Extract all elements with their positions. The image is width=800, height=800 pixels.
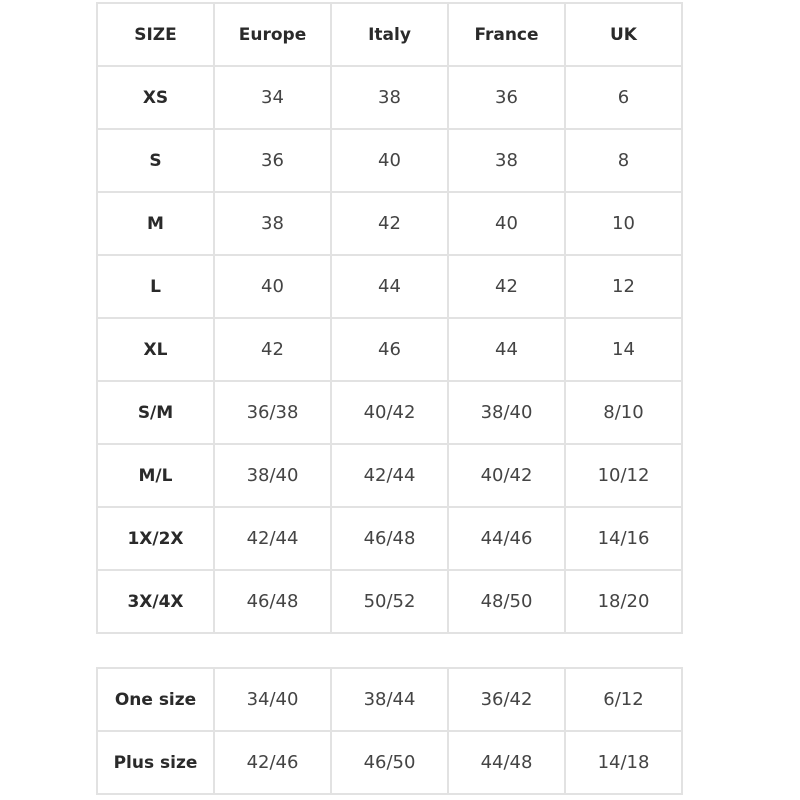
table-cell: 46/50 [330, 730, 449, 795]
column-header: Italy [330, 2, 449, 67]
one-plus-size-table: One size 34/40 38/44 36/42 6/12 Plus size 42/4… [96, 667, 683, 795]
table-cell: 36/38 [213, 380, 332, 445]
table-cell: 38 [330, 65, 449, 130]
table-cell: 36 [213, 128, 332, 193]
size-label-cell: SIZE [96, 2, 215, 67]
table-cell: 42 [330, 191, 449, 256]
table-cell: 44 [330, 254, 449, 319]
table-cell: 44/48 [447, 730, 566, 795]
column-header: Europe [213, 2, 332, 67]
table-cell: 44 [447, 317, 566, 382]
size-label-cell: M/L [96, 443, 215, 508]
table-cell: 38 [213, 191, 332, 256]
table-row: L 40 44 42 12 [96, 254, 683, 319]
table-cell: 40/42 [330, 380, 449, 445]
table-cell: 38 [447, 128, 566, 193]
table-cell: 34 [213, 65, 332, 130]
table-row: 1X/2X 42/44 46/48 44/46 14/16 [96, 506, 683, 571]
table-row: Plus size 42/46 46/50 44/48 14/18 [96, 730, 683, 795]
table-cell: 42 [213, 317, 332, 382]
table-cell: 10 [564, 191, 683, 256]
size-label-cell: XS [96, 65, 215, 130]
table-cell: 36 [447, 65, 566, 130]
table-cell: 8 [564, 128, 683, 193]
size-label-cell: S [96, 128, 215, 193]
table-cell: 14 [564, 317, 683, 382]
size-label-cell: L [96, 254, 215, 319]
size-label-cell: XL [96, 317, 215, 382]
table-cell: 6/12 [564, 667, 683, 732]
table-cell: 18/20 [564, 569, 683, 634]
table-cell: 10/12 [564, 443, 683, 508]
table-row: S/M 36/38 40/42 38/40 8/10 [96, 380, 683, 445]
table-row: 3X/4X 46/48 50/52 48/50 18/20 [96, 569, 683, 634]
table-cell: 46 [330, 317, 449, 382]
table-row: XL 42 46 44 14 [96, 317, 683, 382]
size-label-cell: One size [96, 667, 215, 732]
table-cell: 14/16 [564, 506, 683, 571]
table-cell: 40 [213, 254, 332, 319]
table-row: S 36 40 38 8 [96, 128, 683, 193]
table-row: One size 34/40 38/44 36/42 6/12 [96, 667, 683, 732]
table-cell: 14/18 [564, 730, 683, 795]
table-cell: 12 [564, 254, 683, 319]
header-row: SIZE Europe Italy France UK [96, 2, 683, 67]
table-cell: 42 [447, 254, 566, 319]
table-cell: 40 [330, 128, 449, 193]
size-label-cell: M [96, 191, 215, 256]
size-label-cell: Plus size [96, 730, 215, 795]
table-cell: 8/10 [564, 380, 683, 445]
size-label-cell: S/M [96, 380, 215, 445]
table-cell: 38/40 [447, 380, 566, 445]
table-cell: 42/44 [330, 443, 449, 508]
column-header: UK [564, 2, 683, 67]
table-cell: 40/42 [447, 443, 566, 508]
table-cell: 36/42 [447, 667, 566, 732]
column-header: France [447, 2, 566, 67]
table-cell: 42/46 [213, 730, 332, 795]
table-row: XS 34 38 36 6 [96, 65, 683, 130]
table-cell: 44/46 [447, 506, 566, 571]
table-cell: 40 [447, 191, 566, 256]
table-cell: 34/40 [213, 667, 332, 732]
table-cell: 46/48 [330, 506, 449, 571]
table-cell: 6 [564, 65, 683, 130]
table-cell: 48/50 [447, 569, 566, 634]
table-row: M/L 38/40 42/44 40/42 10/12 [96, 443, 683, 508]
table-cell: 38/40 [213, 443, 332, 508]
size-conversion-table: SIZE Europe Italy France UK XS 34 38 36 6 S 36 40 38 8… [96, 2, 683, 634]
table-cell: 50/52 [330, 569, 449, 634]
table-cell: 42/44 [213, 506, 332, 571]
size-label-cell: 1X/2X [96, 506, 215, 571]
table-row: M 38 42 40 10 [96, 191, 683, 256]
table-cell: 46/48 [213, 569, 332, 634]
table-cell: 38/44 [330, 667, 449, 732]
size-label-cell: 3X/4X [96, 569, 215, 634]
